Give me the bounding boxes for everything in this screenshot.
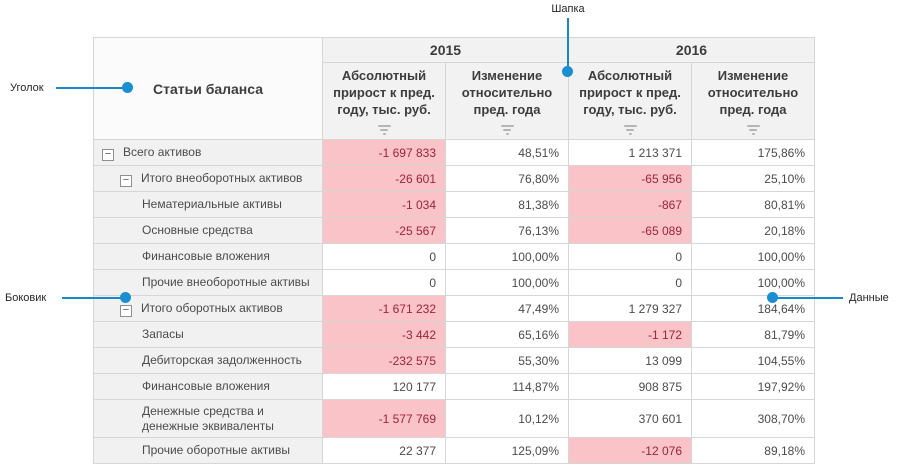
table-row: − Итого оборотных активов -1 671 232 47,4… (93, 295, 815, 322)
value-cell: 13 099 (568, 347, 692, 374)
corner-cell: Статьи баланса (93, 37, 323, 140)
value-cell: 100,00% (691, 269, 815, 296)
row-label: Финансовые вложения (93, 243, 323, 270)
value-cell: 104,55% (691, 347, 815, 374)
value-cell: 184,64% (691, 295, 815, 322)
value-cell: 55,30% (445, 347, 569, 374)
table-row: − Итого внеоборотных активов -26 601 76,8… (93, 165, 815, 192)
value-cell: -1 577 769 (322, 399, 446, 438)
value-cell: 0 (322, 269, 446, 296)
value-cell: -3 442 (322, 321, 446, 348)
value-cell: -1 697 833 (322, 139, 446, 166)
row-label: Запасы (93, 321, 323, 348)
value-cell: 100,00% (445, 243, 569, 270)
value-cell: 1 213 371 (568, 139, 692, 166)
value-cell: -25 567 (322, 217, 446, 244)
column-header-rel-2015: Изменение относительно пред. года (445, 62, 569, 140)
value-cell: -1 172 (568, 321, 692, 348)
value-cell: 48,51% (445, 139, 569, 166)
value-cell: 89,18% (691, 437, 815, 464)
column-header-abs-2015: Абсолютный прирост к пред. году, тыс. ру… (322, 62, 446, 140)
value-cell: 308,70% (691, 399, 815, 438)
annotation-data-line (777, 297, 843, 299)
row-label: − Итого внеоборотных активов (93, 165, 323, 192)
value-cell: -26 601 (322, 165, 446, 192)
value-cell: -65 956 (568, 165, 692, 192)
table-row: Денежные средства и денежные эквиваленты… (93, 399, 815, 438)
value-cell: 81,38% (445, 191, 569, 218)
filter-icon[interactable] (500, 124, 514, 135)
row-label: Финансовые вложения (93, 373, 323, 400)
row-label: Денежные средства и денежные эквиваленты (93, 399, 323, 438)
value-cell: 76,13% (445, 217, 569, 244)
value-cell: 100,00% (445, 269, 569, 296)
value-cell: 76,80% (445, 165, 569, 192)
annotation-corner-dot (122, 82, 133, 93)
value-cell: 10,12% (445, 399, 569, 438)
row-label: Нематериальные активы (93, 191, 323, 218)
table-row: Финансовые вложения 120 177 114,87% 908 … (93, 373, 815, 400)
value-cell: 908 875 (568, 373, 692, 400)
value-cell: -232 575 (322, 347, 446, 374)
value-cell: 0 (322, 243, 446, 270)
value-cell: -12 076 (568, 437, 692, 464)
value-cell: 370 601 (568, 399, 692, 438)
annotation-data-dot (767, 292, 778, 303)
row-label: Дебиторская задолженность (93, 347, 323, 374)
value-cell: 25,10% (691, 165, 815, 192)
value-cell: -1 034 (322, 191, 446, 218)
value-cell: 0 (568, 269, 692, 296)
collapse-icon[interactable]: − (120, 174, 132, 187)
year-header-2015: 2015 (322, 37, 569, 63)
value-cell: 114,87% (445, 373, 569, 400)
collapse-icon[interactable]: − (120, 304, 132, 317)
collapse-icon[interactable]: − (102, 148, 114, 161)
filter-icon[interactable] (377, 124, 391, 135)
value-cell: 0 (568, 243, 692, 270)
row-label: Прочие оборотные активы (93, 437, 323, 464)
annotation-header-dot (562, 66, 573, 77)
value-cell: 120 177 (322, 373, 446, 400)
table-row: Прочие внеоборотные активы 0 100,00% 0 1… (93, 269, 815, 296)
value-cell: 197,92% (691, 373, 815, 400)
filter-icon[interactable] (746, 124, 760, 135)
value-cell: 125,09% (445, 437, 569, 464)
annotation-data-label: Данные (849, 292, 889, 304)
annotation-header-line (567, 18, 569, 69)
annotation-header-label: Шапка (551, 3, 585, 15)
annotation-stub-label: Боковик (5, 292, 47, 304)
table-row: Дебиторская задолженность -232 575 55,30… (93, 347, 815, 374)
value-cell: 1 279 327 (568, 295, 692, 322)
value-cell: 80,81% (691, 191, 815, 218)
value-cell: 65,16% (445, 321, 569, 348)
value-cell: -867 (568, 191, 692, 218)
year-header-2016: 2016 (568, 37, 815, 63)
annotation-stub-dot (120, 292, 131, 303)
value-cell: -65 089 (568, 217, 692, 244)
column-header-rel-2016: Изменение относительно пред. года (691, 62, 815, 140)
filter-icon[interactable] (623, 124, 637, 135)
value-cell: 22 377 (322, 437, 446, 464)
table-row: Нематериальные активы -1 034 81,38% -867… (93, 191, 815, 218)
pivot-table: Статьи баланса 2015 2016 Абсолютный прир… (93, 37, 815, 464)
table-row: Прочие оборотные активы 22 377 125,09% -… (93, 437, 815, 464)
value-cell: 175,86% (691, 139, 815, 166)
table-row: − Всего активов -1 697 833 48,51% 1 213 3… (93, 139, 815, 166)
value-cell: 81,79% (691, 321, 815, 348)
value-cell: 47,49% (445, 295, 569, 322)
corner-label: Статьи баланса (152, 80, 264, 97)
value-cell: 100,00% (691, 243, 815, 270)
value-cell: -1 671 232 (322, 295, 446, 322)
table-row: Запасы -3 442 65,16% -1 172 81,79% (93, 321, 815, 348)
column-header-abs-2016: Абсолютный прирост к пред. году, тыс. ру… (568, 62, 692, 140)
row-label: Основные средства (93, 217, 323, 244)
annotation-stub-line (62, 297, 122, 299)
annotation-corner-line (56, 87, 124, 89)
value-cell: 20,18% (691, 217, 815, 244)
annotation-corner-label: Уголок (10, 82, 44, 94)
table-row: Финансовые вложения 0 100,00% 0 100,00% (93, 243, 815, 270)
row-label: − Всего активов (93, 139, 323, 166)
table-row: Основные средства -25 567 76,13% -65 089… (93, 217, 815, 244)
